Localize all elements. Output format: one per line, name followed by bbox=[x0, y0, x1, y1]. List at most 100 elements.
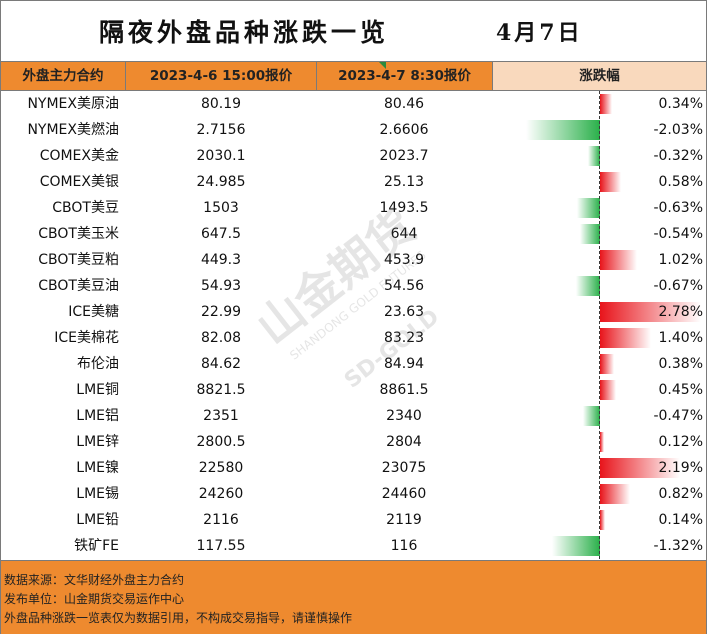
change-bar-up bbox=[600, 510, 606, 530]
prev-price: 2030.1 bbox=[196, 148, 246, 164]
change-bar-down bbox=[525, 120, 600, 140]
prev-price: 80.19 bbox=[200, 96, 242, 112]
change-percent: 1.02% bbox=[658, 252, 703, 268]
change-percent: 0.14% bbox=[658, 512, 703, 528]
table-row: CBOT美豆油 54.93 54.56 -0.67% bbox=[1, 273, 706, 299]
curr-price: 2023.7 bbox=[379, 148, 429, 164]
table-row: COMEX美金 2030.1 2023.7 -0.32% bbox=[1, 143, 706, 169]
change-percent: -0.63% bbox=[653, 200, 703, 216]
change-bar-up bbox=[600, 328, 652, 348]
report-date: 4月7日 bbox=[496, 20, 583, 46]
prev-price: 1503 bbox=[203, 200, 239, 216]
curr-price: 23075 bbox=[381, 460, 427, 476]
change-percent: -1.32% bbox=[653, 538, 703, 554]
table-row: LME铅 2116 2119 0.14% bbox=[1, 507, 706, 533]
change-percent: 2.19% bbox=[658, 460, 703, 476]
contract-name: COMEX美银 bbox=[39, 174, 119, 190]
change-bar-down bbox=[582, 406, 600, 426]
table-row: CBOT美豆粕 449.3 453.9 1.02% bbox=[1, 247, 706, 273]
footer-source: 数据来源：文华财经外盘主力合约 bbox=[4, 573, 185, 587]
change-percent: -0.67% bbox=[653, 278, 703, 294]
curr-price: 54.56 bbox=[383, 278, 425, 294]
prev-price: 2116 bbox=[203, 512, 239, 528]
curr-price: 83.23 bbox=[383, 330, 425, 346]
table-row: LME铜 8821.5 8861.5 0.45% bbox=[1, 377, 706, 403]
footer-disclaimer: 外盘品种涨跌一览表仅为数据引用，不构成交易指导，请谨慎操作 bbox=[4, 611, 353, 625]
contract-name: CBOT美豆 bbox=[52, 200, 119, 216]
contract-name: CBOT美玉米 bbox=[38, 226, 119, 242]
curr-price: 8861.5 bbox=[379, 382, 429, 398]
curr-price: 24460 bbox=[381, 486, 427, 502]
contract-name: LME铅 bbox=[76, 512, 119, 528]
change-percent: 0.12% bbox=[658, 434, 703, 450]
change-bar-up bbox=[600, 432, 605, 452]
page-title: 隔夜外盘品种涨跌一览 bbox=[99, 18, 390, 47]
change-bar-up bbox=[600, 380, 617, 400]
contract-name: 铁矿FE bbox=[74, 538, 119, 554]
table-row: 布伦油 84.62 84.94 0.38% bbox=[1, 351, 706, 377]
curr-price: 2119 bbox=[386, 512, 422, 528]
curr-price: 116 bbox=[390, 538, 418, 554]
change-bar-up bbox=[600, 484, 630, 504]
curr-price: 23.63 bbox=[383, 304, 425, 320]
change-percent: 0.45% bbox=[658, 382, 703, 398]
contract-name: LME铜 bbox=[76, 382, 119, 398]
table-row: ICE美棉花 82.08 83.23 1.40% bbox=[1, 325, 706, 351]
table-row: COMEX美银 24.985 25.13 0.58% bbox=[1, 169, 706, 195]
table-row: NYMEX美燃油 2.7156 2.6606 -2.03% bbox=[1, 117, 706, 143]
contract-name: LME锡 bbox=[76, 486, 119, 502]
change-bar-up bbox=[600, 172, 622, 192]
change-bar-up bbox=[600, 302, 702, 322]
contract-name: NYMEX美原油 bbox=[27, 96, 119, 112]
change-bar-up bbox=[600, 458, 680, 478]
contract-name: NYMEX美燃油 bbox=[27, 122, 119, 138]
contract-name: 布伦油 bbox=[77, 356, 119, 372]
header-contract: 外盘主力合约 bbox=[22, 68, 104, 84]
contract-name: CBOT美豆粕 bbox=[38, 252, 119, 268]
curr-price: 80.46 bbox=[383, 96, 425, 112]
change-percent: 1.40% bbox=[658, 330, 703, 346]
curr-price: 2.6606 bbox=[379, 122, 429, 138]
curr-price: 453.9 bbox=[383, 252, 425, 268]
prev-price: 117.55 bbox=[196, 538, 246, 554]
header-change: 涨跌幅 bbox=[493, 62, 706, 90]
prev-price: 84.62 bbox=[200, 356, 242, 372]
change-percent: 0.58% bbox=[658, 174, 703, 190]
prev-price: 22.99 bbox=[200, 304, 242, 320]
table-row: LME铝 2351 2340 -0.47% bbox=[1, 403, 706, 429]
change-percent: 0.34% bbox=[658, 96, 703, 112]
table-row: CBOT美豆 1503 1493.5 -0.63% bbox=[1, 195, 706, 221]
change-bar-down bbox=[551, 536, 600, 556]
change-bar-up bbox=[600, 94, 613, 114]
header-prev-price: 2023-4-6 15:00报价 bbox=[149, 68, 293, 84]
table-row: NYMEX美原油 80.19 80.46 0.34% bbox=[1, 91, 706, 117]
prev-price: 24260 bbox=[198, 486, 244, 502]
curr-price: 2340 bbox=[386, 408, 422, 424]
curr-price: 1493.5 bbox=[379, 200, 429, 216]
contract-name: ICE美棉花 bbox=[54, 330, 119, 346]
prev-price: 8821.5 bbox=[196, 382, 246, 398]
contract-name: LME铝 bbox=[76, 408, 119, 424]
prev-price: 54.93 bbox=[200, 278, 242, 294]
title-row: 隔夜外盘品种涨跌一览 4月7日 bbox=[1, 1, 706, 62]
table-row: LME锡 24260 24460 0.82% bbox=[1, 481, 706, 507]
change-bar-up bbox=[600, 250, 638, 270]
change-percent: 0.38% bbox=[658, 356, 703, 372]
change-bar-up bbox=[600, 354, 614, 374]
prev-price: 647.5 bbox=[200, 226, 242, 242]
change-percent: -2.03% bbox=[653, 122, 703, 138]
footer-publisher: 发布单位：山金期货交易运作中心 bbox=[4, 592, 185, 606]
prev-price: 2351 bbox=[203, 408, 239, 424]
zero-axis bbox=[599, 91, 601, 559]
curr-price: 84.94 bbox=[383, 356, 425, 372]
curr-price: 644 bbox=[390, 226, 418, 242]
table-row: LME镍 22580 23075 2.19% bbox=[1, 455, 706, 481]
contract-name: CBOT美豆油 bbox=[38, 278, 119, 294]
table-row: ICE美糖 22.99 23.63 2.78% bbox=[1, 299, 706, 325]
change-percent: 2.78% bbox=[658, 304, 703, 320]
prev-price: 2800.5 bbox=[196, 434, 246, 450]
table-body: NYMEX美原油 80.19 80.46 0.34% NYMEX美燃油 2.7156 2.6… bbox=[1, 91, 706, 559]
prev-price: 2.7156 bbox=[196, 122, 246, 138]
curr-price: 25.13 bbox=[383, 174, 425, 190]
